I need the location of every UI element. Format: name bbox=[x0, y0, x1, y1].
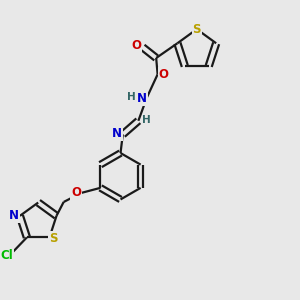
Text: O: O bbox=[131, 39, 141, 52]
Text: O: O bbox=[71, 186, 81, 199]
Text: S: S bbox=[49, 232, 57, 245]
Text: Cl: Cl bbox=[1, 249, 13, 262]
Text: N: N bbox=[137, 92, 147, 105]
Text: H: H bbox=[128, 92, 136, 102]
Text: H: H bbox=[142, 115, 151, 125]
Text: S: S bbox=[193, 23, 201, 36]
Text: N: N bbox=[9, 209, 19, 222]
Text: N: N bbox=[112, 127, 122, 140]
Text: O: O bbox=[159, 68, 169, 81]
